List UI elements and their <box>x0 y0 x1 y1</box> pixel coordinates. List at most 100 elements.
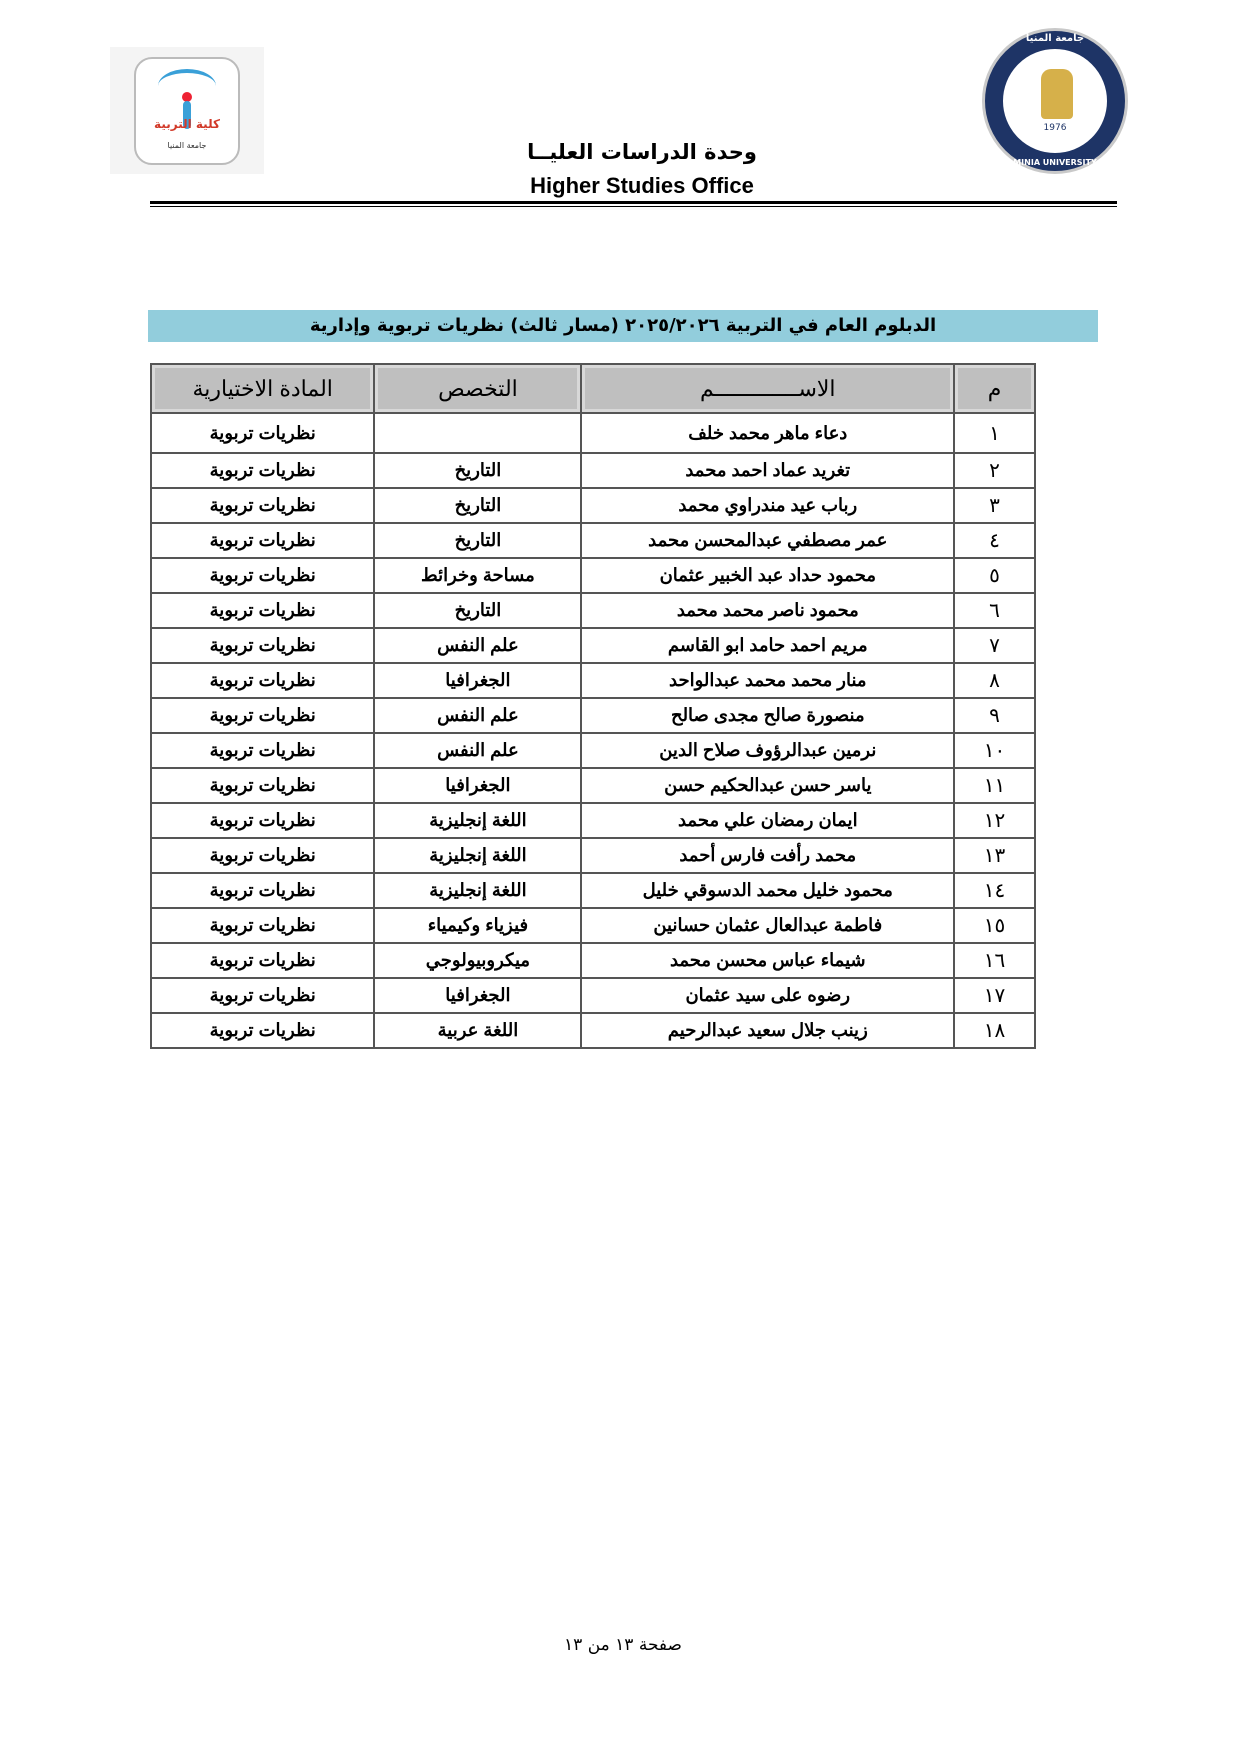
table-row: ٩ منصورة صالح مجدى صالح علم النفس نظريات تر… <box>149 697 1036 734</box>
cell-specialization: علم النفس <box>373 732 583 769</box>
cell-elective: نظريات تربوية <box>149 522 376 559</box>
table-row: ١١ ياسر حسن عبدالحكيم حسن الجغرافيا نظريات … <box>149 767 1036 804</box>
cell-name: محمود خليل محمد الدسوقي خليل <box>580 872 956 909</box>
cell-number: ١٦ <box>953 942 1036 979</box>
table-row: ١٦ شيماء عباس محسن محمد ميكروبيولوجي نظريات… <box>149 942 1036 979</box>
seal-year: 1976 <box>1043 123 1067 133</box>
cell-elective: نظريات تربوية <box>149 1012 376 1049</box>
cell-elective: نظريات تربوية <box>149 872 376 909</box>
cell-name: محمد رأفت فارس أحمد <box>580 837 956 874</box>
table-row: ١٠ نرمين عبدالرؤوف صلاح الدين علم النفس نظر… <box>149 732 1036 769</box>
cell-number: ٩ <box>953 697 1036 734</box>
cell-name: رباب عيد مندراوي محمد <box>580 487 956 524</box>
cell-elective: نظريات تربوية <box>149 697 376 734</box>
cell-number: ١ <box>953 412 1036 454</box>
cell-elective: نظريات تربوية <box>149 802 376 839</box>
cell-elective: نظريات تربوية <box>149 767 376 804</box>
cell-number: ١٢ <box>953 802 1036 839</box>
cell-number: ٧ <box>953 627 1036 664</box>
cell-name: منار محمد محمد عبدالواحد <box>580 662 956 699</box>
cell-elective: نظريات تربوية <box>149 942 376 979</box>
table-header-row: م الاســـــــــــــم التخصص المادة الاخت… <box>149 363 1036 414</box>
cell-specialization: التاريخ <box>373 592 583 629</box>
cell-number: ٨ <box>953 662 1036 699</box>
office-title-en: Higher Studies Office <box>530 173 754 198</box>
cell-elective: نظريات تربوية <box>149 557 376 594</box>
logo-subtitle: جامعة المنيا <box>167 141 207 150</box>
cell-number: ١٣ <box>953 837 1036 874</box>
book-icon <box>158 69 216 103</box>
cell-specialization: فيزياء وكيمياء <box>373 907 583 944</box>
table-row: ٧ مريم احمد حامد ابو القاسم علم النفس نظريا… <box>149 627 1036 664</box>
cell-number: ١١ <box>953 767 1036 804</box>
table-row: ١ دعاء ماهر محمد خلف نظريات تربوية <box>149 412 1036 454</box>
logo-name: كلية التربية <box>154 117 220 131</box>
cell-name: منصورة صالح مجدى صالح <box>580 697 956 734</box>
page-number: صفحة ١٣ من ١٣ <box>564 1635 682 1655</box>
header-name: الاســـــــــــــم <box>580 363 956 414</box>
cell-specialization: اللغة إنجليزية <box>373 837 583 874</box>
cell-name: مريم احمد حامد ابو القاسم <box>580 627 956 664</box>
cell-specialization: الجغرافيا <box>373 977 583 1014</box>
cell-elective: نظريات تربوية <box>149 627 376 664</box>
cell-elective: نظريات تربوية <box>149 412 376 454</box>
cell-name: عمر مصطفي عبدالمحسن محمد <box>580 522 956 559</box>
cell-specialization: اللغة عربية <box>373 1012 583 1049</box>
cell-name: شيماء عباس محسن محمد <box>580 942 956 979</box>
table-row: ٤ عمر مصطفي عبدالمحسن محمد التاريخ نظريات ت… <box>149 522 1036 559</box>
cell-specialization: التاريخ <box>373 522 583 559</box>
seal-name-ar: جامعة المنيا <box>1025 33 1085 44</box>
table-row: ١٧ رضوه على سيد عثمان الجغرافيا نظريات تربو… <box>149 977 1036 1014</box>
nefertiti-icon <box>1041 69 1073 119</box>
header-divider <box>150 201 1117 204</box>
cell-specialization: الجغرافيا <box>373 662 583 699</box>
cell-name: فاطمة عبدالعال عثمان حسانين <box>580 907 956 944</box>
table-row: ٣ رباب عيد مندراوي محمد التاريخ نظريات تربو… <box>149 487 1036 524</box>
program-banner: الدبلوم العام في التربية ٢٠٢٥/٢٠٢٦ (مسار… <box>148 310 1098 342</box>
cell-specialization: علم النفس <box>373 697 583 734</box>
office-title-ar: وحدة الدراسات العليــا <box>527 140 757 164</box>
table-row: ٥ محمود حداد عبد الخبير عثمان مساحة وخرائط… <box>149 557 1036 594</box>
table-row: ١٤ محمود خليل محمد الدسوقي خليل اللغة إنجل… <box>149 872 1036 909</box>
cell-specialization <box>373 412 583 454</box>
table-row: ١٥ فاطمة عبدالعال عثمان حسانين فيزياء وكيم… <box>149 907 1036 944</box>
cell-number: ٢ <box>953 452 1036 489</box>
cell-name: دعاء ماهر محمد خلف <box>580 412 956 454</box>
table-row: ٦ محمود ناصر محمد محمد التاريخ نظريات تربوي… <box>149 592 1036 629</box>
cell-elective: نظريات تربوية <box>149 487 376 524</box>
cell-elective: نظريات تربوية <box>149 662 376 699</box>
cell-specialization: الجغرافيا <box>373 767 583 804</box>
cell-name: ياسر حسن عبدالحكيم حسن <box>580 767 956 804</box>
faculty-of-education-logo: كلية التربية جامعة المنيا <box>110 47 264 174</box>
seal-name-en: MINIA UNIVERSITY <box>1013 158 1097 167</box>
cell-name: تغريد عماد احمد محمد <box>580 452 956 489</box>
cell-specialization: ميكروبيولوجي <box>373 942 583 979</box>
cell-elective: نظريات تربوية <box>149 907 376 944</box>
table-row: ١٢ ايمان رمضان علي محمد اللغة إنجليزية نظري… <box>149 802 1036 839</box>
cell-specialization: مساحة وخرائط <box>373 557 583 594</box>
person-icon <box>183 101 191 129</box>
cell-elective: نظريات تربوية <box>149 732 376 769</box>
cell-number: ٤ <box>953 522 1036 559</box>
header-elective: المادة الاختيارية <box>149 363 376 414</box>
table-row: ٢ تغريد عماد احمد محمد التاريخ نظريات تربوي… <box>149 452 1036 489</box>
cell-name: محمود حداد عبد الخبير عثمان <box>580 557 956 594</box>
cell-elective: نظريات تربوية <box>149 977 376 1014</box>
cell-number: ١٤ <box>953 872 1036 909</box>
cell-name: محمود ناصر محمد محمد <box>580 592 956 629</box>
table-row: ١٨ زينب جلال سعيد عبدالرحيم اللغة عربية نظر… <box>149 1012 1036 1049</box>
cell-specialization: علم النفس <box>373 627 583 664</box>
cell-elective: نظريات تربوية <box>149 592 376 629</box>
table-row: ٨ منار محمد محمد عبدالواحد الجغرافيا نظريات… <box>149 662 1036 699</box>
cell-name: ايمان رمضان علي محمد <box>580 802 956 839</box>
cell-specialization: التاريخ <box>373 452 583 489</box>
cell-number: ١٧ <box>953 977 1036 1014</box>
cell-specialization: اللغة إنجليزية <box>373 802 583 839</box>
cell-name: نرمين عبدالرؤوف صلاح الدين <box>580 732 956 769</box>
students-table: م الاســـــــــــــم التخصص المادة الاخت… <box>149 363 1036 1049</box>
cell-number: ١٥ <box>953 907 1036 944</box>
cell-name: زينب جلال سعيد عبدالرحيم <box>580 1012 956 1049</box>
header-number: م <box>953 363 1036 414</box>
minia-university-seal: جامعة المنيا 1976 MINIA UNIVERSITY <box>982 28 1128 174</box>
cell-number: ٣ <box>953 487 1036 524</box>
